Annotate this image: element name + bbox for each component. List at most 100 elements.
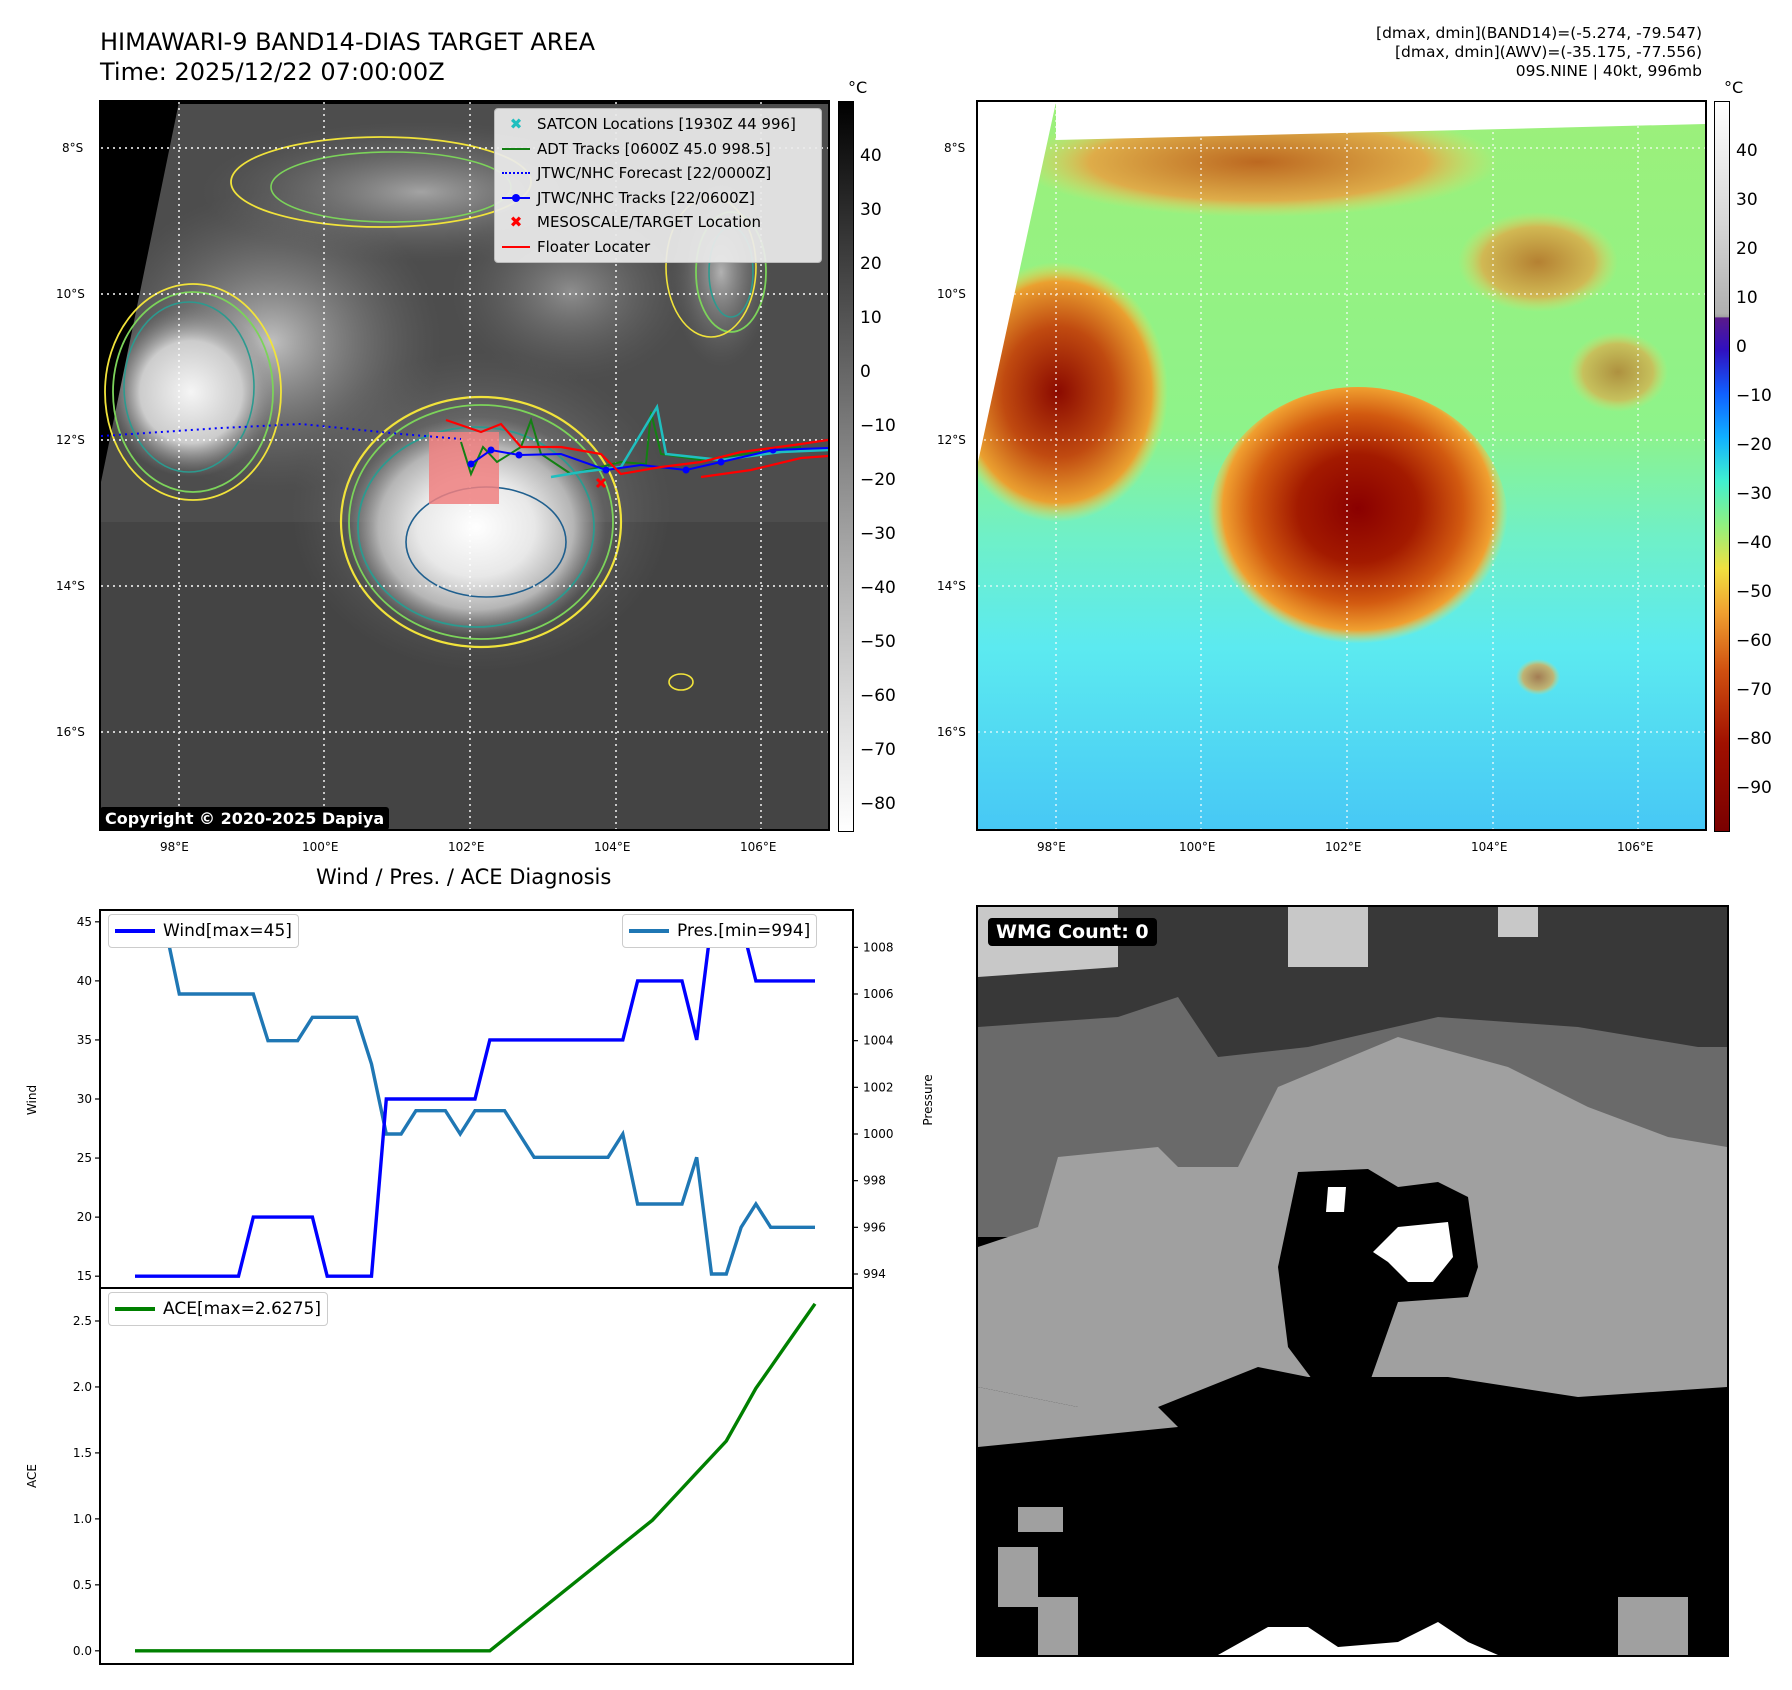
axis-tick-label: 45 [77,915,92,929]
cm-cb-tick: −90 [1736,778,1772,798]
legend-item-jtwc: JTWC/NHC Tracks [22/0600Z] [495,186,821,211]
wind-legend: Wind[max=45] [108,914,299,948]
ace-axis-label: ACE [25,1464,39,1488]
cm-cb-tick: −80 [1736,729,1772,749]
wind-axis-ticks: 45 40 35 30 25 20 15 [77,915,100,1283]
axis-tick-label: 1008 [863,940,894,954]
x-marker-icon: ✖ [509,115,523,134]
wmg-image [978,907,1727,1655]
ir-cb-tick: 0 [860,362,871,382]
axis-tick-label: 1002 [863,1080,894,1094]
legend-item-target: ✖ MESOSCALE/TARGET Location [495,210,821,235]
ir-lon-tick-106: 106°E [740,840,777,854]
legend-item-forecast: JTWC/NHC Forecast [22/0000Z] [495,161,821,186]
cm-cb-tick: −40 [1736,533,1772,553]
ir-colorbar [838,101,854,832]
title-line-2: Time: 2025/12/22 07:00:00Z [100,58,445,86]
wmg-count-badge: WMG Count: 0 [988,918,1157,946]
cm-cb-tick: 10 [1736,288,1758,308]
pressure-series-line [135,922,815,1276]
legend-item-floater: Floater Locater [495,235,821,260]
axis-tick-label: 35 [77,1033,92,1047]
legend-label: MESOSCALE/TARGET Location [537,213,762,232]
line-dot-icon [495,193,537,202]
wmg-panel [976,905,1729,1657]
ir-colorbar-unit: °C [848,78,868,97]
ace-legend: ACE[max=2.6275] [108,1292,328,1326]
axis-tick-label: 0.0 [73,1644,92,1658]
legend-label: SATCON Locations [1930Z 44 996] [537,115,796,134]
legend-item-satcon: ✖ SATCON Locations [1930Z 44 996] [495,112,821,137]
copyright-label: Copyright © 2020-2025 Dapiya [100,807,390,830]
cm-lat-tick-12: 12°S [937,433,966,447]
line-icon [115,929,155,933]
cm-colorbar [1714,101,1730,832]
cm-lat-tick-14: 14°S [937,579,966,593]
ir-cb-tick: −60 [860,686,896,706]
ace-series-line [135,1302,817,1653]
ir-cb-tick: −20 [860,470,896,490]
cm-cb-tick: 0 [1736,337,1747,357]
cm-lat-tick-16: 16°S [937,725,966,739]
cm-lon-tick-100: 100°E [1179,840,1216,854]
line-icon [115,1307,155,1311]
cm-cb-tick: 30 [1736,190,1758,210]
axis-tick-label: 1000 [863,1127,894,1141]
color-map-image [978,102,1705,829]
cm-lon-tick-104: 104°E [1471,840,1508,854]
axis-tick-label: 40 [77,974,92,988]
axis-tick-label: 25 [77,1151,92,1165]
line-icon [495,147,537,150]
wind-pressure-chart: 45 40 35 30 25 20 15 1008 1006 1004 1002 1000 998 99… [25,909,935,1665]
ir-cb-tick: 40 [860,146,882,166]
cm-cb-tick: −60 [1736,631,1772,651]
axis-tick-label: 1006 [863,987,894,1001]
ir-lat-tick-14: 14°S [56,579,85,593]
legend-item-adt: ADT Tracks [0600Z 45.0 998.5] [495,137,821,162]
x-marker-icon: ✖ [509,213,523,232]
axis-tick-label: 2.0 [73,1380,92,1394]
legend-label: Floater Locater [537,237,651,256]
axis-tick-label: 30 [77,1092,92,1106]
ir-lon-tick-100: 100°E [302,840,339,854]
cm-cb-tick: 40 [1736,141,1758,161]
cm-lat-tick-10: 10°S [937,287,966,301]
ir-lon-tick-102: 102°E [448,840,485,854]
ir-cb-tick: 30 [860,200,882,220]
info-line-2: [dmax, dmin](AWV)=(-35.175, -77.556) [1395,43,1702,61]
cm-cb-tick: −50 [1736,582,1772,602]
ir-cb-tick: 10 [860,308,882,328]
wind-series-line [135,920,815,1278]
axis-tick-label: 994 [863,1267,886,1281]
axis-tick-label: 2.5 [73,1314,92,1328]
axis-tick-label: 1.5 [73,1446,92,1460]
ir-cb-tick: −80 [860,794,896,814]
cm-colorbar-unit: °C [1724,78,1744,97]
diagnosis-title: Wind / Pres. / ACE Diagnosis [316,865,612,889]
ir-lat-tick-8: 8°S [62,141,84,155]
cm-cb-tick: −10 [1736,386,1772,406]
cm-lon-tick-102: 102°E [1325,840,1362,854]
pressure-axis-ticks: 1008 1006 1004 1002 1000 998 996 994 [853,940,894,1281]
line-icon [629,929,669,933]
ir-lat-tick-16: 16°S [56,725,85,739]
ir-lon-tick-104: 104°E [594,840,631,854]
cm-lon-tick-98: 98°E [1037,840,1066,854]
cm-cb-tick: −30 [1736,484,1772,504]
legend-label: ADT Tracks [0600Z 45.0 998.5] [537,139,771,158]
figure-info: [dmax, dmin](BAND14)=(-5.274, -79.547) [… [1376,24,1702,81]
line-icon [495,245,537,248]
ir-cb-tick: −70 [860,740,896,760]
pressure-legend: Pres.[min=994] [622,914,818,948]
dotted-line-icon [495,172,537,175]
ir-cb-tick: −40 [860,578,896,598]
info-line-3: 09S.NINE | 40kt, 996mb [1515,62,1702,80]
axis-tick-label: 1.0 [73,1512,92,1526]
legend-label: JTWC/NHC Tracks [22/0600Z] [537,188,755,207]
cm-cb-tick: 20 [1736,239,1758,259]
pressure-legend-label: Pres.[min=994] [677,921,811,941]
wind-legend-label: Wind[max=45] [163,921,292,941]
ir-cb-tick: −30 [860,524,896,544]
figure-title: HIMAWARI-9 BAND14-DIAS TARGET AREA Time:… [100,27,595,87]
ir-map-legend: ✖ SATCON Locations [1930Z 44 996] ADT Tra… [494,108,822,263]
